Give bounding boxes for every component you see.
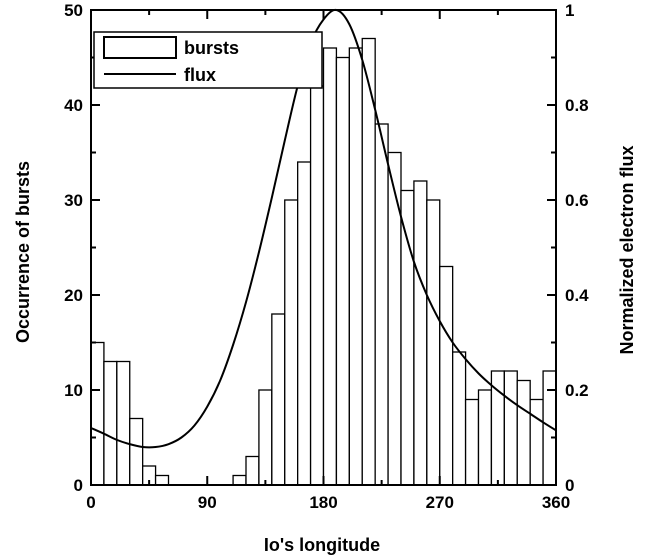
histogram-bar [400, 189, 415, 486]
histogram-bar [116, 360, 131, 486]
y-tick-label: 30 [64, 191, 83, 210]
histogram-bar [309, 85, 325, 486]
x-tick-label: 270 [426, 493, 454, 512]
y-tick-label: 50 [64, 1, 83, 20]
y2-tick-label: 0.8 [565, 96, 589, 115]
histogram-bar [503, 370, 518, 486]
x-tick-label: 90 [198, 493, 217, 512]
flux-line [90, 8, 557, 449]
legend-label-flux: flux [184, 65, 216, 85]
histogram-bar [348, 47, 363, 486]
legend: bursts flux [93, 31, 323, 89]
y2-tick-label: 0 [565, 476, 574, 495]
histogram-bar [245, 455, 260, 486]
histogram-bar [271, 313, 286, 486]
histogram-bars [90, 37, 557, 486]
histogram-bar [387, 151, 402, 486]
y-tick-label: 0 [74, 476, 83, 495]
legend-label-bursts: bursts [184, 38, 239, 58]
y2-tick-label: 1 [565, 1, 574, 20]
histogram-bar [426, 199, 441, 486]
x-axis-title: Io's longitude [264, 535, 380, 555]
axis-ticks [90, 9, 557, 486]
histogram-bar [232, 474, 247, 486]
y2-tick-label: 0.6 [565, 191, 589, 210]
y2-tick-label: 0.4 [565, 286, 589, 305]
histogram-bar [322, 47, 338, 486]
y-tick-label: 20 [64, 286, 83, 305]
histogram-bar [529, 398, 544, 486]
histogram-bar [335, 56, 350, 486]
histogram-bar [129, 417, 144, 486]
histogram-bar [477, 389, 493, 486]
histogram-bar [90, 341, 105, 486]
y-axis-title: Occurrence of bursts [13, 161, 33, 343]
histogram-bar [516, 379, 531, 486]
y2-tick-label: 0.2 [565, 381, 589, 400]
histogram-bar [439, 265, 454, 486]
y-tick-label: 10 [64, 381, 83, 400]
histogram-bar [452, 351, 467, 486]
histogram-bar [284, 199, 299, 486]
histogram-bar [154, 474, 170, 486]
histogram-bar [413, 180, 428, 486]
histogram-bar [464, 398, 480, 486]
y-tick-label: 40 [64, 96, 83, 115]
legend-bar-swatch [103, 36, 177, 59]
x-tick-label: 0 [86, 493, 95, 512]
histogram-bar [297, 161, 312, 486]
histogram-bar [374, 123, 389, 486]
y2-axis-title: Normalized electron flux [617, 145, 637, 354]
x-tick-label: 180 [309, 493, 337, 512]
x-tick-label: 360 [542, 493, 570, 512]
histogram-bar [103, 360, 118, 486]
histogram-bar [258, 389, 273, 486]
